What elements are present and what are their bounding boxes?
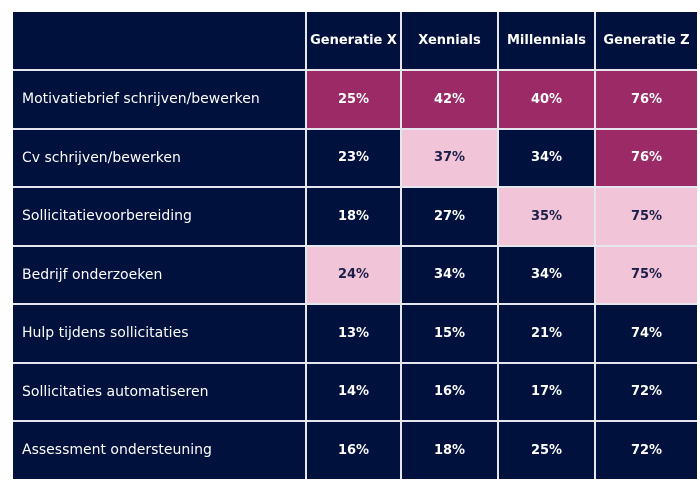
value-cell: 27% [402,188,497,245]
value-cell: 72% [596,363,697,420]
value-cell: 25% [307,71,400,128]
value-cell: 13% [307,305,400,362]
value-cell: 21% [499,305,594,362]
generation-table: Generatie X Xennials Millennials Generatie … [13,12,697,479]
value-cell: 72% [596,422,697,479]
row-label: Cv schrijven/bewerken [13,129,305,186]
value-cell: 74% [596,305,697,362]
value-cell: 35% [499,188,594,245]
header-corner [13,12,305,69]
value-cell: 17% [499,363,594,420]
value-cell: 76% [596,71,697,128]
value-cell: 34% [499,246,594,303]
value-cell: 75% [596,246,697,303]
value-cell: 24% [307,246,400,303]
value-cell: 42% [402,71,497,128]
value-cell: 15% [402,305,497,362]
value-cell: 37% [402,129,497,186]
value-cell: 16% [402,363,497,420]
column-header: Millennials [499,12,594,69]
value-cell: 40% [499,71,594,128]
value-cell: 16% [307,422,400,479]
column-header: Generatie X [307,12,400,69]
row-label: Sollicitatievoorbereiding [13,188,305,245]
row-label: Sollicitaties automatiseren [13,363,305,420]
row-label: Assessment ondersteuning [13,422,305,479]
value-cell: 18% [307,188,400,245]
value-cell: 76% [596,129,697,186]
value-cell: 34% [499,129,594,186]
value-cell: 18% [402,422,497,479]
row-label: Bedrijf onderzoeken [13,246,305,303]
value-cell: 25% [499,422,594,479]
row-label: Motivatiebrief schrijven/bewerken [13,71,305,128]
value-cell: 23% [307,129,400,186]
value-cell: 75% [596,188,697,245]
value-cell: 14% [307,363,400,420]
column-header: Xennials [402,12,497,69]
row-label: Hulp tijdens sollicitaties [13,305,305,362]
column-header: Generatie Z [596,12,697,69]
value-cell: 34% [402,246,497,303]
